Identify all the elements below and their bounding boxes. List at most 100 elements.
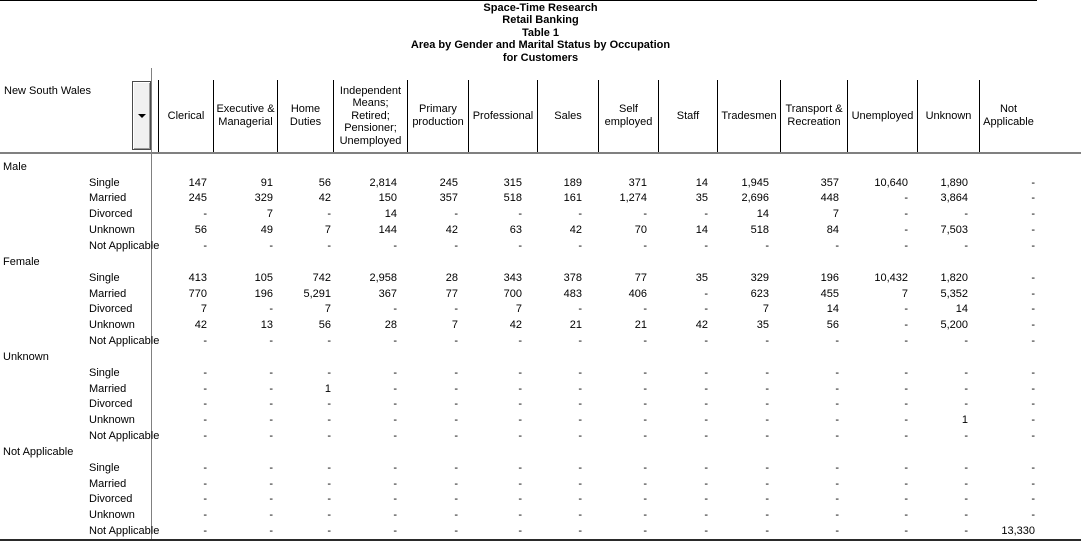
cell-value: - — [1031, 303, 1035, 316]
area-dropdown-button[interactable] — [132, 81, 151, 150]
cell-value: 35 — [695, 271, 708, 284]
cell-value: - — [393, 366, 397, 379]
cell-value: - — [518, 398, 522, 411]
cell-value: - — [393, 493, 397, 506]
cell-value: - — [643, 525, 647, 538]
cell-value: - — [904, 493, 908, 506]
cell-value: 7 — [832, 208, 839, 221]
cell-value: - — [578, 208, 582, 221]
cell-value: - — [964, 398, 968, 411]
cell-value: - — [765, 398, 769, 411]
cell-value: 3,864 — [940, 192, 968, 205]
title-line-table-number: Table 1 — [521, 26, 560, 39]
cell-value: - — [454, 493, 458, 506]
cell-value: - — [765, 382, 769, 395]
cell-value: 357 — [439, 192, 458, 205]
cell-value: - — [964, 477, 968, 490]
cell-value: - — [269, 414, 273, 427]
cell-value: - — [578, 493, 582, 506]
row-label: Divorced — [89, 398, 133, 411]
cell-value: - — [835, 525, 839, 538]
table-title-block: Space-Time Research Retail Banking Table… — [0, 2, 1081, 64]
cell-value: - — [904, 477, 908, 490]
cell-value: - — [704, 382, 708, 395]
cell-value: - — [964, 240, 968, 252]
column-header-label: Clerical — [167, 109, 205, 122]
cell-value: - — [1031, 287, 1035, 300]
cell-value: 35 — [756, 319, 769, 332]
column-header-executive-managerial: Executive & Managerial — [213, 80, 277, 152]
cell-value: 56 — [318, 319, 331, 332]
group-row-not-applicable: Not Applicable — [0, 445, 1081, 461]
cell-value: - — [1031, 319, 1035, 332]
cell-value: - — [203, 493, 207, 506]
cell-value: - — [765, 461, 769, 474]
cell-value: - — [269, 303, 273, 316]
row-label: Divorced — [89, 493, 133, 506]
cell-value: 10,432 — [874, 271, 908, 284]
cell-value: - — [835, 493, 839, 506]
row-label: Married — [89, 192, 127, 205]
cell-value: 1,890 — [940, 176, 968, 189]
cell-value: - — [835, 461, 839, 474]
cell-value: - — [1031, 398, 1035, 411]
cell-value: - — [327, 430, 331, 443]
cell-value: - — [327, 335, 331, 348]
column-header-home-duties: Home Duties — [277, 80, 333, 152]
cell-value: - — [518, 461, 522, 474]
cell-value: - — [454, 382, 458, 395]
cell-value: - — [454, 366, 458, 379]
cell-value: 7,503 — [940, 224, 968, 237]
row-label: Not Applicable — [89, 335, 160, 348]
column-header-label: Self employed — [604, 103, 653, 128]
cell-value: - — [518, 477, 522, 490]
cell-value: - — [578, 366, 582, 379]
column-header-label: Primary production — [412, 103, 464, 128]
cell-value: - — [393, 303, 397, 316]
column-header-label: Transport & Recreation — [785, 103, 843, 128]
cell-value: - — [518, 208, 522, 221]
cell-value: - — [643, 414, 647, 427]
group-label: Male — [3, 160, 27, 173]
cell-value: - — [578, 430, 582, 443]
cell-value: - — [203, 477, 207, 490]
column-header-label: Home Duties — [289, 103, 322, 128]
data-row-female-not-applicable: Not Applicable - - - - - - - - - - - - - - — [0, 334, 1081, 350]
column-header-unknown: Unknown — [917, 80, 979, 152]
cell-value: - — [765, 240, 769, 252]
cell-value: 413 — [188, 271, 207, 284]
cell-value: 42 — [569, 224, 582, 237]
cell-value: - — [765, 493, 769, 506]
cell-value: 21 — [569, 319, 582, 332]
header-bottom-rule — [0, 151, 1081, 154]
cell-value: - — [578, 382, 582, 395]
group-row-male: Male — [0, 160, 1081, 176]
cell-value: - — [518, 525, 522, 538]
cell-value: 42 — [695, 319, 708, 332]
cell-value: - — [964, 366, 968, 379]
cell-value: - — [704, 366, 708, 379]
cell-value: - — [1031, 382, 1035, 395]
cell-value: - — [904, 398, 908, 411]
cell-value: 10,640 — [874, 176, 908, 189]
data-row-female-unknown: Unknown 42 13 56 28 7 42 21 21 42 35 56 - 5,200 - — [0, 318, 1081, 334]
cell-value: - — [904, 303, 908, 316]
cell-value: - — [327, 398, 331, 411]
cell-value: 1,945 — [741, 176, 769, 189]
column-header-professional: Professional — [468, 80, 537, 152]
data-row-male-single: Single 147 91 56 2,814 245 315 189 371 14 1,945 357… — [0, 176, 1081, 192]
cell-value: 700 — [503, 287, 522, 300]
row-label: Unknown — [89, 319, 135, 332]
cell-value: - — [835, 414, 839, 427]
cell-value: - — [578, 414, 582, 427]
cell-value: - — [964, 493, 968, 506]
cell-value: 13 — [260, 319, 273, 332]
row-label: Divorced — [89, 303, 133, 316]
row-label: Married — [89, 382, 127, 395]
cell-value: - — [327, 477, 331, 490]
cell-value: 623 — [750, 287, 769, 300]
row-label: Not Applicable — [89, 240, 160, 252]
cell-value: - — [704, 461, 708, 474]
row-label: Not Applicable — [89, 525, 160, 538]
cell-value: - — [964, 461, 968, 474]
